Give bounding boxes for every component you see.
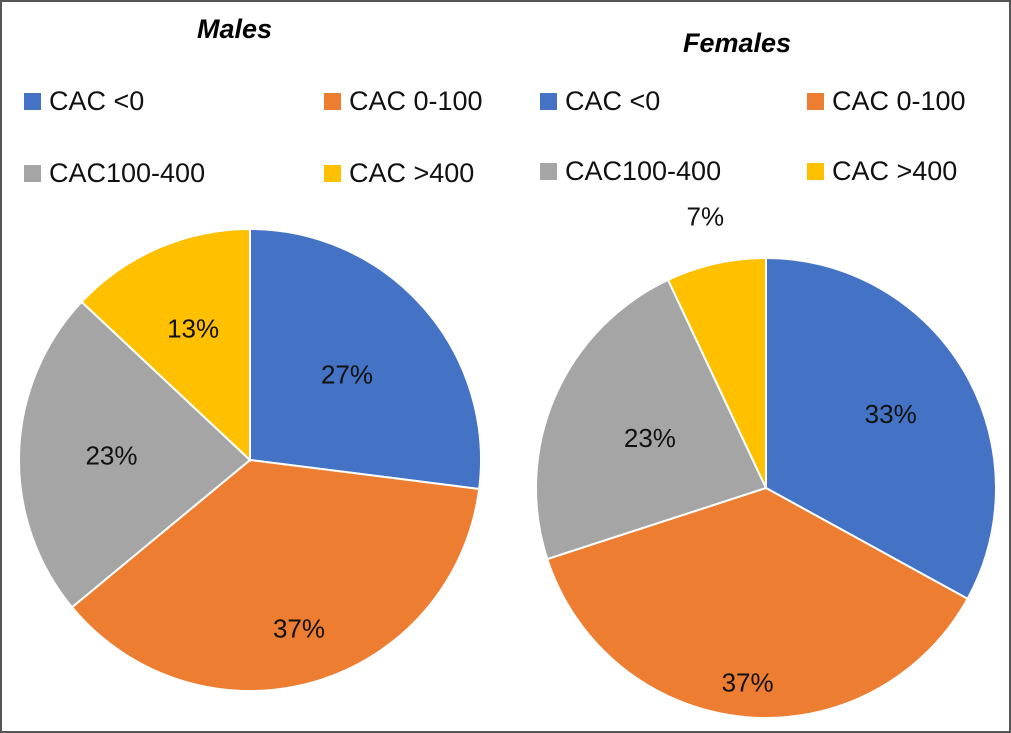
legend-swatch <box>540 93 557 110</box>
pie-females: 33% 37% 23% 7% <box>535 201 997 719</box>
legend-swatch <box>807 163 824 180</box>
legend-label: CAC >400 <box>832 156 958 186</box>
data-label-males-cac-gt400: 13% <box>167 314 219 344</box>
legend-label: CAC100-400 <box>49 158 206 188</box>
legend-item-females-cac-100-400: CAC100-400 <box>540 156 721 187</box>
legend-swatch <box>24 165 41 182</box>
chart-title-females: Females <box>683 28 792 58</box>
legend-label: CAC >400 <box>349 158 475 188</box>
pie-slice-females-cac-100-400 <box>535 278 768 561</box>
data-label-males-cac-0-100: 37% <box>273 614 325 644</box>
legend-label: CAC100-400 <box>565 156 722 186</box>
data-label-males-cac-lt0: 27% <box>321 360 373 390</box>
legend-label: CAC 0-100 <box>832 86 966 116</box>
legend-swatch <box>540 163 557 180</box>
pie-slice-females-cac-gt400 <box>666 256 767 489</box>
pie-males: 27% 37% 23% 13% <box>18 227 482 692</box>
legend-swatch <box>24 93 41 110</box>
pie-slice-males-cac-lt0 <box>249 227 482 491</box>
legend-swatch <box>324 165 341 182</box>
legend-item-males-cac-0-100: CAC 0-100 <box>324 86 483 117</box>
legend-label: CAC 0-100 <box>349 86 483 116</box>
legend-item-females-cac-lt0: CAC <0 <box>540 86 660 117</box>
legend-item-males-cac-gt400: CAC >400 <box>324 158 474 189</box>
legend-item-females-cac-gt400: CAC >400 <box>807 156 957 187</box>
data-label-females-cac-100-400: 23% <box>624 423 676 453</box>
legend-label: CAC <0 <box>565 86 661 116</box>
legend-label: CAC <0 <box>49 86 145 116</box>
data-label-females-cac-lt0: 33% <box>865 399 917 429</box>
legend-item-males-cac-100-400: CAC100-400 <box>24 158 205 189</box>
data-label-females-cac-0-100: 37% <box>722 668 774 698</box>
chart-title-males: Males <box>197 14 273 44</box>
data-label-females-cac-gt400: 7% <box>687 201 725 231</box>
legend-item-males-cac-lt0: CAC <0 <box>24 86 144 117</box>
pie-slice-females-cac-lt0 <box>765 256 997 601</box>
pie-slice-females-cac-0-100 <box>545 486 969 719</box>
pie-slice-males-cac-gt400 <box>80 227 251 463</box>
pie-slice-males-cac-0-100 <box>70 458 481 692</box>
pie-slice-males-cac-100-400 <box>18 300 252 609</box>
legend-swatch <box>324 93 341 110</box>
legend-item-females-cac-0-100: CAC 0-100 <box>807 86 966 117</box>
data-label-males-cac-100-400: 23% <box>85 441 137 471</box>
legend-swatch <box>807 93 824 110</box>
